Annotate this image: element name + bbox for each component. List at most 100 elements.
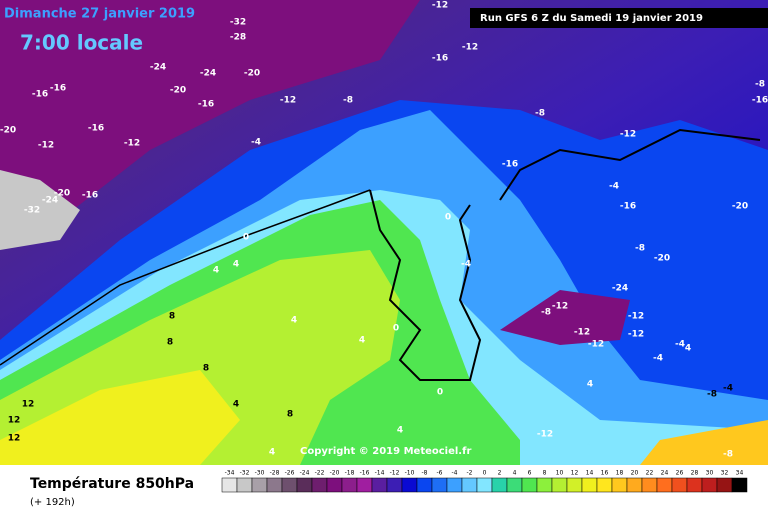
isotherm-label: -12 [124,139,140,149]
isotherm-label: -12 [588,340,604,350]
isotherm-label: -8 [755,80,765,90]
scale-label: 2 [498,470,502,477]
isotherm-label: 4 [233,260,239,270]
scale-swatch [311,477,328,493]
scale-label: -10 [405,470,415,477]
scale-swatch [431,477,448,493]
isotherm-label: -24 [150,63,166,73]
isotherm-label: -32 [24,206,40,216]
cold-core [0,170,80,250]
copyright: Copyright © 2019 Meteociel.fr [300,446,471,457]
scale-swatch [671,477,688,493]
isotherm-label: 0 [393,324,399,334]
scale-label: 0 [483,470,487,477]
isotherm-label: -12 [432,1,448,11]
isotherm-label: 0 [243,233,249,243]
isotherm-label: -8 [635,244,645,254]
isotherm-label: -24 [200,69,216,79]
isotherm-label: -16 [50,84,66,94]
isotherm-label: -12 [552,302,568,312]
scale-label: 8 [543,470,547,477]
scale-swatch [551,477,568,493]
scale-label: -32 [240,470,250,477]
date: Dimanche 27 janvier 2019 [4,7,195,22]
isotherm-label: -4 [461,260,471,270]
cold-pocket [500,290,630,345]
footer-lead: (+ 192h) [30,497,75,508]
isotherm-label: -12 [38,141,54,151]
isotherm-label: -24 [42,196,58,206]
scale-label: 20 [631,470,639,477]
scale-swatch [356,477,373,493]
scale-label: -12 [390,470,400,477]
isotherm-label: -28 [230,33,246,43]
scale-swatch [536,477,553,493]
isotherm-label: -12 [462,43,478,53]
yellow [0,370,240,465]
scale-label: -6 [437,470,443,477]
isotherm-label: 8 [203,364,209,374]
scale-swatch [581,477,598,493]
scale-swatch [731,477,748,493]
scale-swatch [716,477,733,493]
isotherm-label: 0 [437,388,443,398]
isotherm-label: 12 [8,416,21,426]
isotherm-label: -12 [628,312,644,322]
isotherm-label: -8 [343,96,353,106]
scale-swatch [686,477,703,493]
isotherm-label: -8 [723,450,733,460]
scale-swatch [236,477,253,493]
scale-swatch [656,477,673,493]
isotherm-label: 4 [269,448,275,458]
isotherm-label: -8 [535,109,545,119]
scale-swatch [386,477,403,493]
scale-label: 34 [736,470,744,477]
scale-swatch [266,477,283,493]
isotherm-label: -16 [432,54,448,64]
isotherm-label: 0 [445,213,451,223]
scale-swatch [611,477,628,493]
scale-swatch [491,477,508,493]
scale-label: -22 [315,470,325,477]
isotherm-label: -4 [653,354,663,364]
scale-label: 24 [661,470,669,477]
scale-swatch [341,477,358,493]
run-info: Run GFS 6 Z du Samedi 19 janvier 2019 [480,13,703,24]
isotherm-label: 8 [169,312,175,322]
scale-swatch [221,477,238,493]
isotherm-label: -16 [32,90,48,100]
scale-swatch [416,477,433,493]
coastline [499,128,761,201]
scale-label: -2 [467,470,473,477]
isotherm-label: 4 [213,266,219,276]
isotherm-label: -12 [628,330,644,340]
scale-label: 32 [721,470,729,477]
scale-label: 22 [646,470,654,477]
scale-label: 6 [528,470,532,477]
scale-swatch [326,477,343,493]
scale-swatch [521,477,538,493]
scale-swatch [251,477,268,493]
scale-swatch [401,477,418,493]
coastline [369,189,482,381]
isotherm-label: -12 [620,130,636,140]
scale-swatch [641,477,658,493]
isotherm-label: 4 [685,344,691,354]
isotherm-label: -8 [541,308,551,318]
scale-label: -20 [330,470,340,477]
isotherm-label: 4 [291,316,297,326]
isotherm-label: -20 [170,86,186,96]
warm-region [640,420,768,465]
isotherm-label: -16 [620,202,636,212]
scale-label: 28 [691,470,699,477]
isotherm-label: -16 [88,124,104,134]
isotherm-label: 4 [587,380,593,390]
scale-label: 26 [676,470,684,477]
isotherm-label: -16 [198,100,214,110]
isotherm-label: -12 [574,328,590,338]
run-box [470,8,768,28]
scale-label: -28 [270,470,280,477]
scale-label: -14 [375,470,385,477]
